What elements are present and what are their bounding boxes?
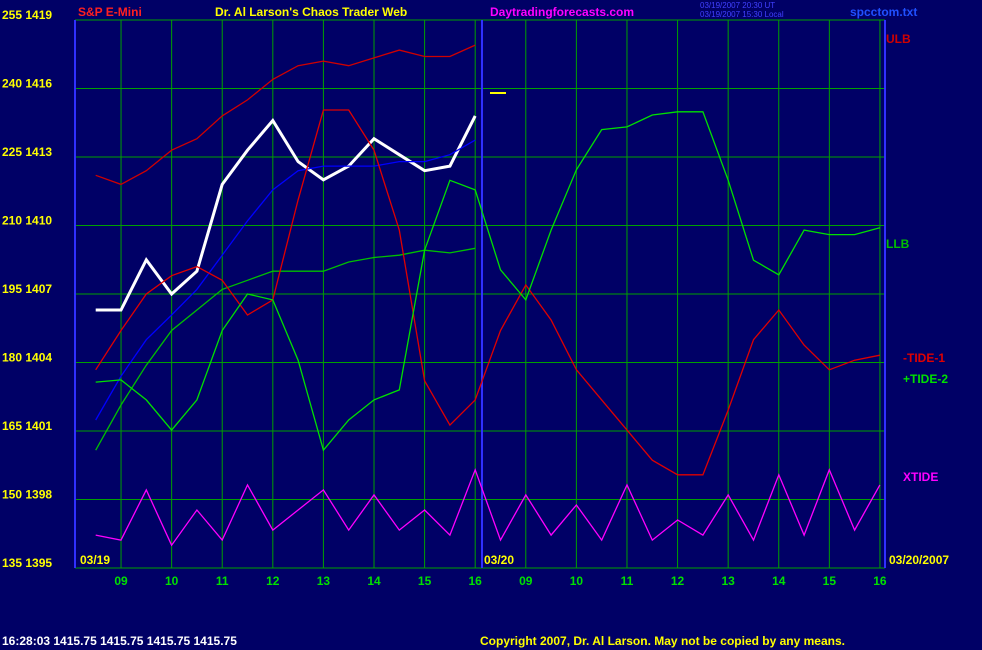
x-tick-label: 13: [317, 574, 331, 588]
day-label: 03/19: [80, 553, 110, 567]
day-label: 03/20: [484, 553, 514, 567]
x-tick-label: 11: [216, 574, 229, 588]
series-line: [95, 44, 476, 186]
x-tick-label: 11: [621, 574, 634, 588]
series-line: [95, 109, 881, 476]
x-tick-label: 13: [721, 574, 735, 588]
y-tick-label: 240 1416: [2, 77, 52, 91]
x-tick-label: 12: [266, 574, 280, 588]
x-tick-label: 16: [469, 574, 483, 588]
series-label: -TIDE-1: [903, 351, 945, 365]
x-tick-label: 10: [570, 574, 584, 588]
y-tick-label: 135 1395: [2, 556, 52, 570]
x-tick-label: 15: [418, 574, 432, 588]
series-line: [95, 111, 881, 452]
series-line: [95, 467, 881, 547]
x-tick-label: 14: [772, 574, 786, 588]
copyright: Copyright 2007, Dr. Al Larson. May not b…: [480, 634, 845, 648]
chart-title: Dr. Al Larson's Chaos Trader Web: [215, 5, 407, 19]
y-tick-label: 210 1410: [2, 214, 52, 228]
series-line: [95, 115, 477, 312]
stamp: 03/19/2007 15:30 Local: [700, 10, 784, 19]
series-line: [95, 247, 476, 451]
x-tick-label: 12: [671, 574, 685, 588]
series-label: XTIDE: [903, 470, 938, 484]
y-tick-label: 150 1398: [2, 488, 52, 502]
series-label: ULB: [886, 32, 911, 46]
date-label: 03/20/2007: [889, 553, 949, 567]
series-label: +TIDE-2: [903, 372, 948, 386]
x-tick-label: 15: [823, 574, 837, 588]
y-tick-label: 195 1407: [2, 282, 52, 296]
file: spcctom.txt: [850, 5, 917, 19]
subtitle: S&P E-Mini: [78, 5, 142, 19]
x-tick-label: 10: [165, 574, 179, 588]
y-tick-label: 225 1413: [2, 145, 52, 159]
quote: 16:28:03 1415.75 1415.75 1415.75 1415.75: [2, 634, 237, 648]
y-tick-label: 165 1401: [2, 419, 52, 433]
stamp: 03/19/2007 20:30 UT: [700, 1, 775, 10]
y-tick-label: 180 1404: [2, 351, 52, 365]
series-line: [95, 139, 476, 421]
series-label: LLB: [886, 237, 910, 251]
y-tick-label: 255 1419: [2, 8, 52, 22]
x-tick-label: 14: [367, 574, 381, 588]
x-tick-label: 16: [873, 574, 887, 588]
x-tick-label: 09: [114, 574, 128, 588]
x-tick-label: 09: [519, 574, 533, 588]
site: Daytradingforecasts.com: [490, 5, 634, 19]
